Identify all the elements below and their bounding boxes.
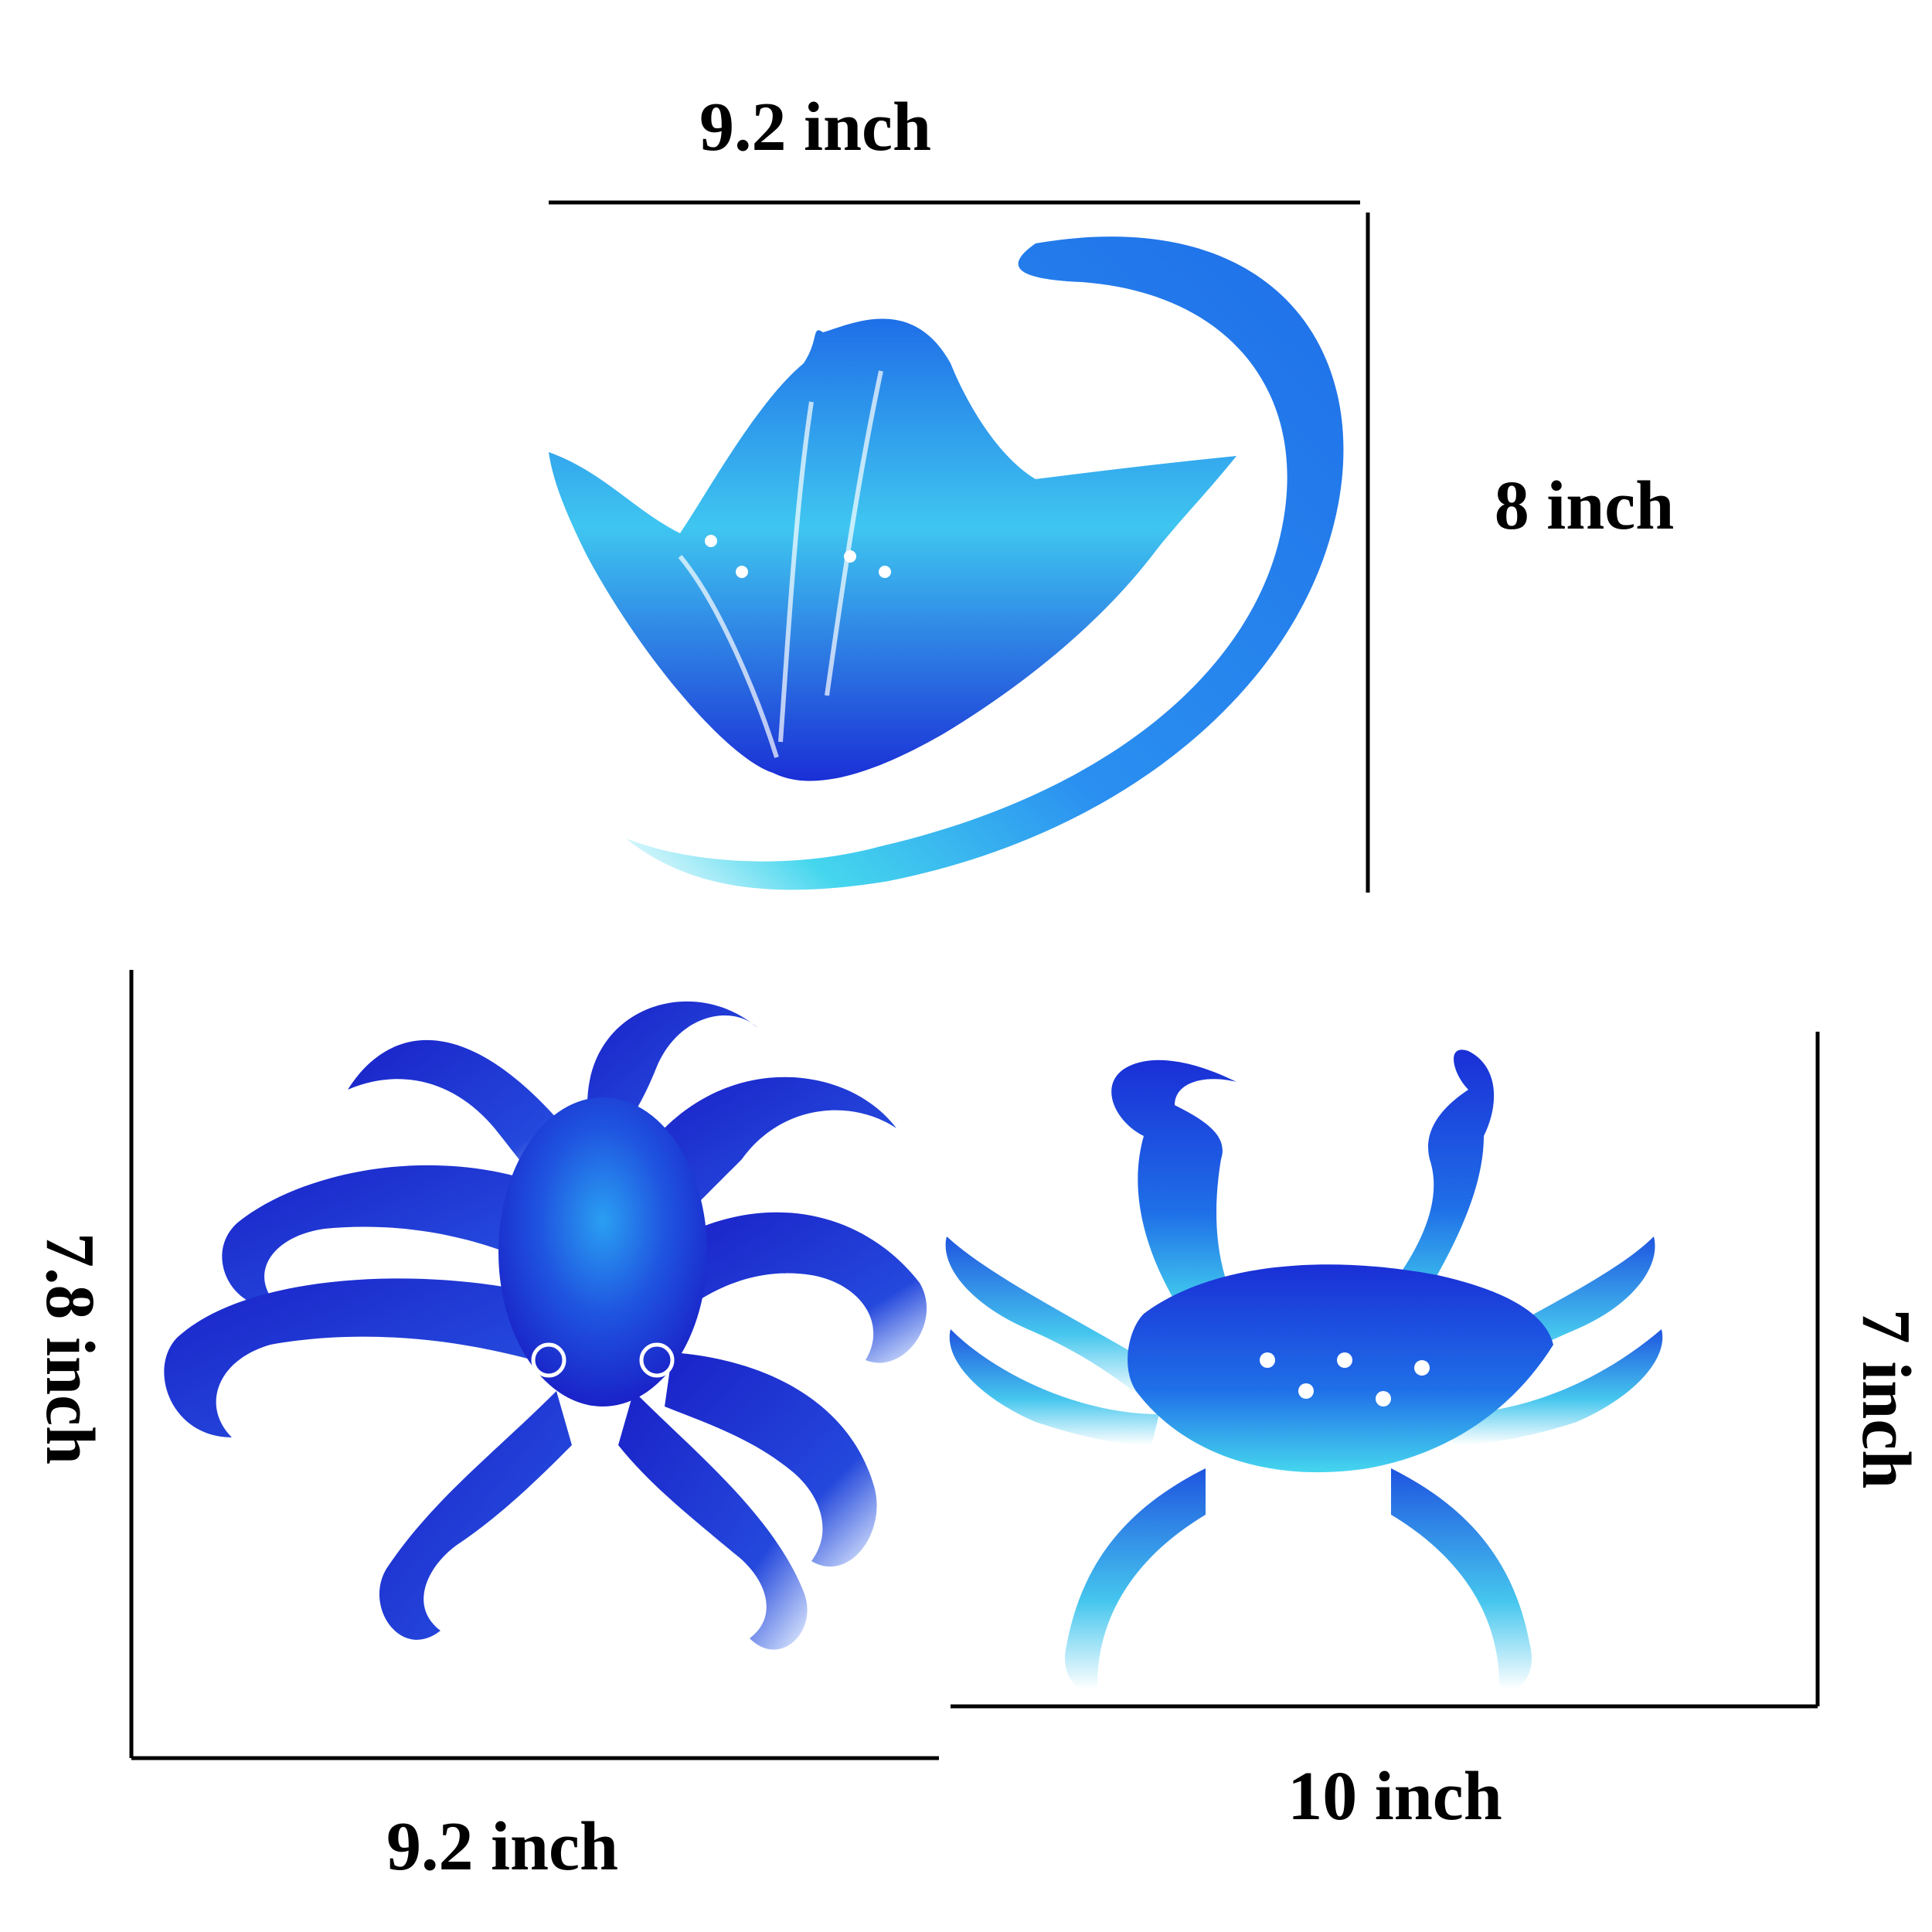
stingray-tail [626, 236, 1344, 890]
octopus-icon [164, 1001, 927, 1650]
stingray-body [549, 318, 1236, 781]
crab-height-label: 7 inch [1848, 1308, 1924, 1489]
stingray-width-label: 9.2 inch [699, 89, 932, 165]
stingray-icon [549, 236, 1344, 890]
crab-icon [945, 1049, 1663, 1690]
octopus-height-label: 7.8 inch [32, 1232, 108, 1465]
crab-width-label: 10 inch [1287, 1758, 1502, 1835]
crab-body [1128, 1264, 1553, 1473]
stingray-height-label: 8 inch [1494, 468, 1675, 544]
crab-left-claw [1111, 1060, 1236, 1314]
octopus-head [498, 1097, 707, 1406]
octopus-width-label: 9.2 inch [386, 1808, 619, 1885]
crab-right-claw [1376, 1049, 1495, 1314]
